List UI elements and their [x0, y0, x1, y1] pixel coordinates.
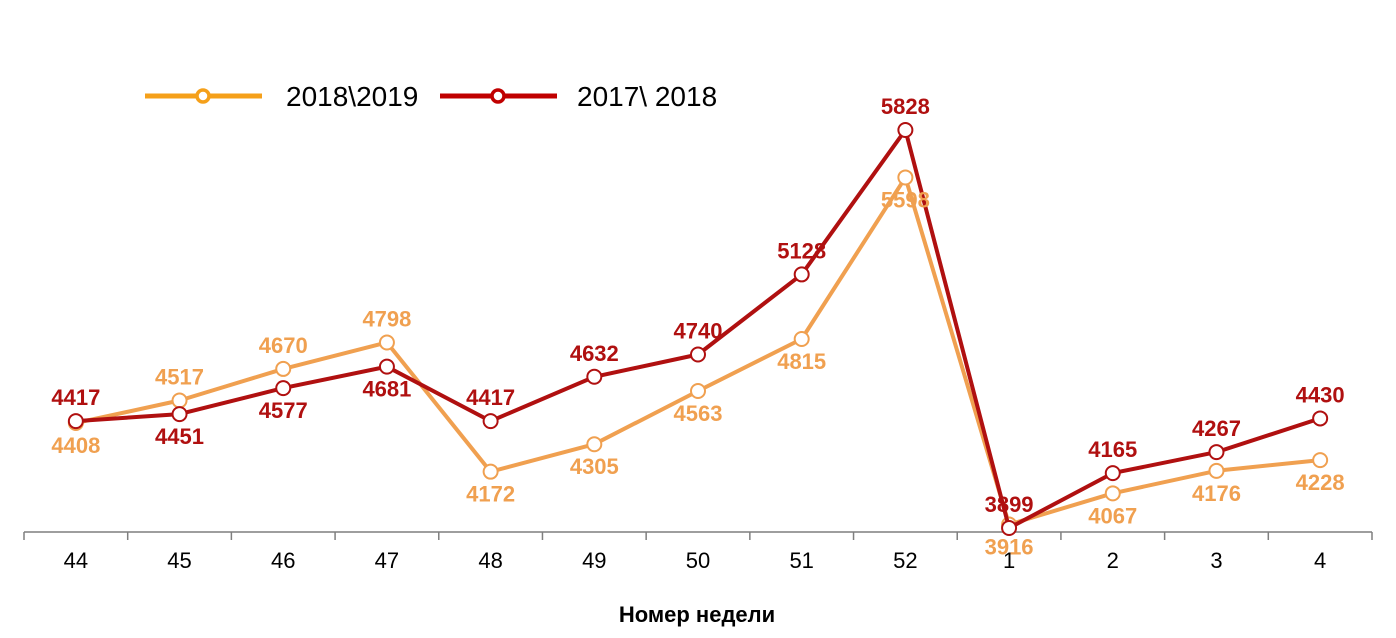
data-point — [897, 169, 914, 186]
data-label-2017-2018: 5828 — [881, 94, 930, 119]
data-label-2017-2018: 4681 — [362, 377, 411, 402]
data-label-2017-2018: 4417 — [51, 385, 100, 410]
legend-item-2017-2018: 2017\ 2018 — [440, 81, 717, 112]
data-point — [1104, 485, 1121, 502]
data-label-2018-2019: 4305 — [570, 454, 619, 479]
data-label-2018-2019: 4408 — [51, 433, 100, 458]
data-point — [378, 358, 395, 375]
legend-marker-2017-2018 — [490, 88, 506, 104]
x-tick-label: 51 — [789, 548, 813, 573]
data-point — [171, 406, 188, 423]
series-layer — [67, 122, 1329, 536]
x-tick-label: 52 — [893, 548, 917, 573]
data-label-2017-2018: 4417 — [466, 385, 515, 410]
data-label-2018-2019: 4517 — [155, 364, 204, 389]
legend-label-2017-2018: 2017\ 2018 — [577, 81, 717, 112]
data-point — [482, 413, 499, 430]
data-label-2017-2018: 4430 — [1296, 382, 1345, 407]
data-label-2017-2018: 4632 — [570, 341, 619, 366]
data-label-2017-2018: 4451 — [155, 424, 204, 449]
x-tick-label: 4 — [1314, 548, 1326, 573]
data-label-2018-2019: 4670 — [259, 333, 308, 358]
data-point — [378, 334, 395, 351]
data-point — [171, 392, 188, 409]
data-point — [67, 413, 84, 430]
x-tick-label: 45 — [167, 548, 191, 573]
data-point — [586, 436, 603, 453]
data-label-2018-2019: 3916 — [985, 534, 1034, 559]
x-tick-label: 47 — [375, 548, 399, 573]
x-axis-title: Номер недели — [619, 602, 775, 627]
data-label-2018-2019: 4172 — [466, 482, 515, 507]
data-point — [897, 122, 914, 138]
x-tick-label: 3 — [1210, 548, 1222, 573]
data-point — [1001, 520, 1018, 536]
series-2017-2018 — [67, 122, 1329, 536]
legend-label-2018-2019: 2018\2019 — [286, 81, 418, 112]
data-point — [793, 266, 810, 283]
x-tick-label: 50 — [686, 548, 710, 573]
data-point — [690, 346, 706, 363]
legend-item-2018-2019: 2018\2019 — [145, 81, 418, 112]
data-labels: 4408 4417 4517 4451 4670 4577 4798 4681 4172 4417… — [51, 94, 1344, 559]
x-axis: 44 45 46 47 48 49 50 51 52 1 2 3 4 — [23, 531, 1373, 573]
x-tick-label: 1 — [1003, 548, 1015, 573]
data-point — [1312, 410, 1329, 427]
x-tick-label: 44 — [64, 548, 88, 573]
data-label-2017-2018: 4577 — [259, 398, 308, 423]
data-label-2017-2018: 3899 — [985, 492, 1034, 517]
data-label-2018-2019: 4815 — [777, 349, 826, 374]
data-point — [1208, 444, 1225, 461]
data-label-2018-2019: 4798 — [362, 307, 411, 332]
legend-marker-2018-2019 — [195, 88, 211, 104]
data-point — [586, 368, 603, 385]
data-label-2018-2019: 4176 — [1192, 481, 1241, 506]
data-point — [275, 360, 292, 377]
x-tick-label: 46 — [271, 548, 295, 573]
data-label-2017-2018: 4740 — [674, 318, 723, 343]
data-point — [482, 463, 499, 480]
x-tick-label: 49 — [582, 548, 606, 573]
data-label-2018-2019: 4228 — [1296, 470, 1345, 495]
data-point — [690, 383, 706, 400]
data-label-2017-2018: 4267 — [1192, 416, 1241, 441]
legend: 2018\2019 2017\ 2018 — [145, 81, 717, 112]
data-label-2018-2019: 5598 — [881, 187, 930, 212]
data-point — [1208, 462, 1225, 479]
data-point — [275, 380, 292, 397]
data-label-2017-2018: 5128 — [777, 238, 826, 263]
data-point — [1104, 465, 1121, 482]
x-tick-label: 48 — [478, 548, 502, 573]
data-label-2018-2019: 4563 — [674, 401, 723, 426]
data-label-2018-2019: 4067 — [1088, 503, 1137, 528]
data-point — [1312, 452, 1329, 469]
data-point — [793, 331, 810, 348]
x-tick-label: 2 — [1107, 548, 1119, 573]
data-label-2017-2018: 4165 — [1088, 437, 1137, 462]
